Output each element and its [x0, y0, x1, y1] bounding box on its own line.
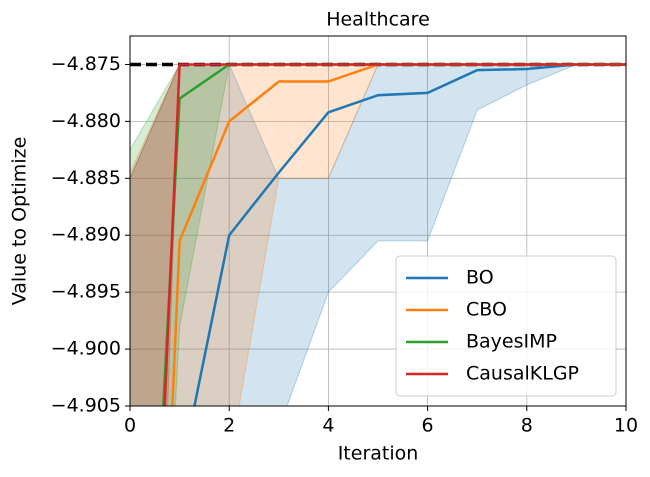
- y-tick-label: −4.895: [51, 281, 121, 303]
- ticks: 0 2 4 6 8 10 −4.905 −4.900 −4.895 −4.890 −4.885 −4.…: [51, 53, 638, 437]
- x-tick-label: 6: [422, 415, 434, 437]
- axes-frame: [129, 35, 627, 407]
- legend: BO CBO BayesIMP CausalKLGP: [395, 255, 617, 397]
- y-tick-label: −4.890: [51, 224, 121, 246]
- y-tick-label: −4.900: [51, 338, 121, 360]
- x-tick-label: 8: [521, 415, 533, 437]
- series-line: [163, 63, 626, 406]
- x-tick-label: 2: [223, 415, 235, 437]
- x-axis-label: Iteration: [338, 443, 419, 465]
- y-tick-label: −4.905: [51, 395, 121, 417]
- x-tick-label: 0: [124, 415, 136, 437]
- y-tick-label: −4.885: [51, 167, 121, 189]
- y-axis-label: Value to Optimize: [9, 137, 31, 306]
- series-line: [193, 63, 626, 406]
- plot-area: [130, 62, 626, 406]
- y-tick-label: −4.880: [51, 110, 121, 132]
- grid: [129, 36, 627, 407]
- legend-label: BayesIMP: [466, 331, 557, 353]
- legend-label: CBO: [466, 299, 507, 321]
- y-tick-label: −4.875: [51, 53, 121, 75]
- legend-label: BO: [466, 267, 494, 289]
- chart-title: Healthcare: [326, 9, 430, 31]
- legend-box: [395, 255, 617, 397]
- legend-label: CausalKLGP: [466, 363, 579, 385]
- x-tick-label: 10: [614, 415, 638, 437]
- x-tick-label: 4: [322, 415, 334, 437]
